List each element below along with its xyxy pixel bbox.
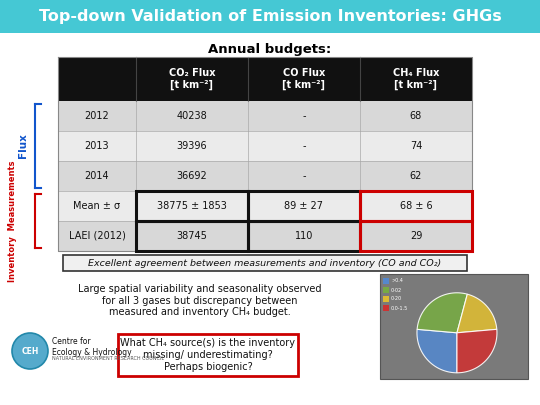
Text: 110: 110 — [295, 231, 313, 241]
Text: -: - — [302, 171, 306, 181]
Text: 36692: 36692 — [177, 171, 207, 181]
Text: 62: 62 — [410, 171, 422, 181]
Text: Large spatial variability and seasonality observed
for all 3 gases but discrepan: Large spatial variability and seasonalit… — [78, 284, 322, 317]
Text: -: - — [302, 111, 306, 121]
Polygon shape — [417, 329, 457, 373]
Text: CO Flux
[t km⁻²]: CO Flux [t km⁻²] — [282, 68, 326, 90]
Text: 74: 74 — [410, 141, 422, 151]
Text: 38775 ± 1853: 38775 ± 1853 — [157, 201, 227, 211]
Bar — [248, 191, 360, 221]
Text: CEH: CEH — [21, 347, 39, 356]
Bar — [136, 191, 248, 221]
Bar — [136, 221, 248, 251]
Text: 2014: 2014 — [85, 171, 109, 181]
Text: Mean ± σ: Mean ± σ — [73, 201, 120, 211]
Circle shape — [12, 333, 48, 369]
Text: 89 ± 27: 89 ± 27 — [285, 201, 323, 211]
Text: 0.0-1.5: 0.0-1.5 — [391, 305, 408, 311]
Text: What CH₄ source(s) is the inventory
missing/ underestimating?
Perhaps biogenic?: What CH₄ source(s) is the inventory miss… — [120, 339, 295, 372]
Text: 40238: 40238 — [177, 111, 207, 121]
Text: 0-20: 0-20 — [391, 296, 402, 301]
Bar — [360, 221, 472, 251]
Text: 29: 29 — [410, 231, 422, 241]
Text: 39396: 39396 — [177, 141, 207, 151]
Text: Excellent agreement between measurements and inventory (CO and CO₂): Excellent agreement between measurements… — [89, 258, 442, 267]
Text: CO₂ Flux
[t km⁻²]: CO₂ Flux [t km⁻²] — [168, 68, 215, 90]
Bar — [360, 191, 472, 221]
Bar — [383, 278, 389, 284]
Text: 68 ± 6: 68 ± 6 — [400, 201, 433, 211]
Text: Top-down Validation of Emission Inventories: GHGs: Top-down Validation of Emission Inventor… — [39, 9, 501, 24]
Polygon shape — [417, 293, 467, 333]
Text: NATURAL ENVIRONMENT RESEARCH COUNCIL: NATURAL ENVIRONMENT RESEARCH COUNCIL — [52, 356, 164, 362]
Text: Flux: Flux — [18, 134, 28, 158]
Bar — [383, 287, 389, 293]
Bar — [118, 334, 298, 376]
Bar — [58, 101, 472, 131]
Bar — [0, 0, 540, 33]
Bar — [248, 221, 360, 251]
Bar — [383, 305, 389, 311]
Text: >0.4: >0.4 — [391, 279, 403, 284]
Text: 38745: 38745 — [177, 231, 207, 241]
Bar — [380, 274, 528, 379]
Polygon shape — [457, 329, 497, 373]
Text: 0-02: 0-02 — [391, 288, 402, 292]
Bar — [63, 255, 467, 271]
Bar — [58, 191, 472, 221]
Text: 2012: 2012 — [85, 111, 110, 121]
Text: LAEI (2012): LAEI (2012) — [69, 231, 125, 241]
Bar — [58, 161, 472, 191]
Polygon shape — [457, 294, 497, 333]
Text: 68: 68 — [410, 111, 422, 121]
Bar — [58, 131, 472, 161]
Text: Annual budgets:: Annual budgets: — [208, 43, 332, 57]
Bar — [58, 57, 472, 101]
Bar — [58, 221, 472, 251]
Text: CH₄ Flux
[t km⁻²]: CH₄ Flux [t km⁻²] — [393, 68, 439, 90]
Text: 2013: 2013 — [85, 141, 109, 151]
Text: Inventory  Measurements: Inventory Measurements — [9, 160, 17, 282]
Bar — [383, 296, 389, 302]
Text: -: - — [302, 141, 306, 151]
Text: Centre for
Ecology & Hydrology: Centre for Ecology & Hydrology — [52, 337, 132, 357]
